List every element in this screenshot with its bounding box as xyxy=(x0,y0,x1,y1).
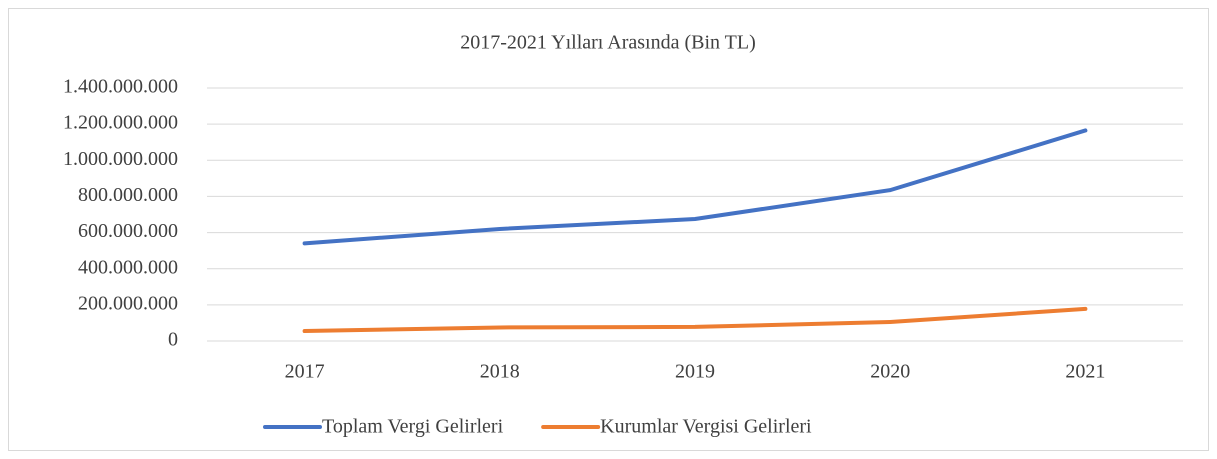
chart-title: 2017-2021 Yılları Arasında (Bin TL) xyxy=(460,32,756,54)
legend-label: Kurumlar Vergisi Gelirleri xyxy=(600,416,812,438)
series-line xyxy=(302,306,1088,334)
x-tick-label: 2017 xyxy=(285,361,325,383)
y-tick-label: 0 xyxy=(168,329,178,351)
y-tick-label: 800.000.000 xyxy=(78,184,178,206)
x-tick-label: 2020 xyxy=(870,361,910,383)
y-tick-label: 200.000.000 xyxy=(78,292,178,314)
series-line xyxy=(302,128,1088,246)
chart-frame xyxy=(8,8,1209,451)
x-tick-label: 2018 xyxy=(480,361,520,383)
y-tick-label: 400.000.000 xyxy=(78,256,178,278)
y-tick-label: 1.200.000.000 xyxy=(63,112,178,134)
y-tick-label: 600.000.000 xyxy=(78,220,178,242)
x-tick-label: 2019 xyxy=(675,361,715,383)
legend-label: Toplam Vergi Gelirleri xyxy=(322,416,504,438)
y-tick-label: 1.400.000.000 xyxy=(63,76,178,98)
y-tick-label: 1.000.000.000 xyxy=(63,148,178,170)
x-tick-label: 2021 xyxy=(1065,361,1105,383)
